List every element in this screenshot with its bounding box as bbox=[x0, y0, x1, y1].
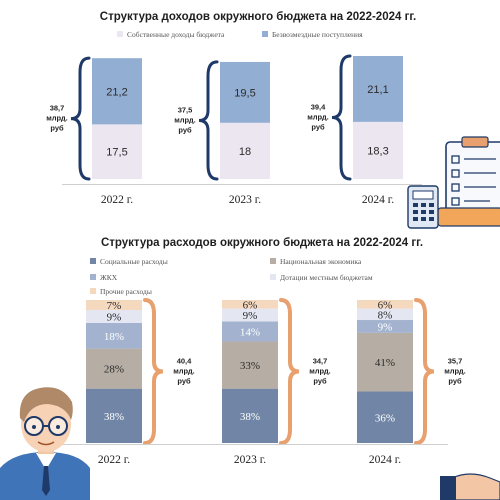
expense-bar-value: 8% bbox=[378, 309, 393, 321]
expense-bar-segment bbox=[86, 310, 142, 323]
income-bar-value: 18 bbox=[239, 146, 251, 158]
expense-total-brace bbox=[143, 298, 164, 445]
expense-bar-segment bbox=[357, 320, 413, 333]
clipboard-icon bbox=[437, 136, 500, 227]
expense-bar-segment bbox=[86, 348, 142, 389]
legend-label: Прочие расходы bbox=[100, 287, 152, 296]
income-x-ticks: 2022 г. 2023 г. 2024 г. bbox=[101, 194, 394, 206]
legend-swatch bbox=[270, 274, 276, 280]
income-bar-segment bbox=[220, 122, 270, 179]
income-total-label: 37,5 млрд. руб bbox=[174, 105, 196, 134]
income-bar-value: 21,1 bbox=[367, 84, 388, 96]
expense-bar-segment bbox=[222, 321, 278, 342]
income-total-brace bbox=[70, 56, 91, 181]
expense-bar-segment bbox=[357, 300, 413, 309]
expense-x-ticks: 2022 г. 2023 г. 2024 г. bbox=[98, 454, 401, 466]
income-x-tick: 2024 г. bbox=[362, 194, 394, 206]
expense-bar-value: 38% bbox=[104, 411, 124, 423]
income-bar-segment bbox=[92, 58, 142, 125]
legend-label: Собственные доходы бюджета bbox=[127, 30, 225, 39]
income-total-label: 39,4 млрд. руб bbox=[307, 103, 329, 132]
expense-bar-value: 36% bbox=[375, 412, 395, 424]
expense-x-tick: 2023 г. bbox=[234, 454, 266, 466]
income-total-label: 38,7 млрд. руб bbox=[46, 104, 68, 133]
expense-x-tick: 2022 г. bbox=[98, 454, 130, 466]
expense-total-label: 35,7 млрд. руб bbox=[444, 357, 466, 386]
expense-bar-segment bbox=[86, 322, 142, 349]
income-bars: 17,5 21,2 18 19,5 18,3 21,1 bbox=[92, 56, 403, 179]
expense-bars: 38%28%18%9%7%38%33%14%9%6%36%41%9%8%6% bbox=[86, 299, 413, 443]
expense-bar-value: 9% bbox=[378, 321, 393, 333]
legend-swatch bbox=[117, 31, 123, 37]
expense-bar-segment bbox=[86, 300, 142, 311]
expense-total-brace bbox=[279, 298, 300, 445]
expense-x-tick: 2024 г. bbox=[369, 454, 401, 466]
expense-bar-value: 9% bbox=[107, 311, 122, 323]
income-bar-segment bbox=[220, 61, 270, 123]
expense-legend: Социальные расходы Национальная экономика… bbox=[90, 257, 373, 296]
legend-swatch bbox=[90, 274, 96, 280]
expense-bar-segment bbox=[357, 391, 413, 443]
income-bar-value: 17,5 bbox=[106, 147, 127, 159]
income-bar-value: 21,2 bbox=[106, 86, 127, 98]
legend-swatch bbox=[270, 258, 276, 264]
expense-bar-segment bbox=[86, 388, 142, 443]
income-totals: 38,7 млрд. руб 37,5 млрд. руб 39,4 млрд. руб bbox=[46, 54, 352, 181]
expense-bar-value: 6% bbox=[378, 299, 393, 311]
expense-totals: 40,4 млрд. руб 34,7 млрд. руб 35,7 млрд. руб bbox=[143, 298, 466, 445]
expense-bar-value: 7% bbox=[107, 300, 122, 312]
expense-total-label: 40,4 млрд. руб bbox=[173, 357, 195, 386]
expense-bar-value: 18% bbox=[104, 331, 124, 343]
income-chart: Структура доходов окружного бюджета на 2… bbox=[46, 11, 422, 206]
income-chart-title: Структура доходов окружного бюджета на 2… bbox=[100, 11, 416, 23]
expense-total-brace bbox=[414, 298, 435, 445]
expense-bar-segment bbox=[222, 308, 278, 322]
hand-illustration bbox=[440, 473, 500, 500]
expense-bar-value: 14% bbox=[240, 326, 260, 338]
expense-bar-segment bbox=[357, 308, 413, 321]
legend-swatch bbox=[262, 31, 268, 37]
expense-chart: Структура расходов окружного бюджета на … bbox=[62, 237, 466, 466]
income-bar-segment bbox=[92, 124, 142, 179]
expense-chart-title: Структура расходов окружного бюджета на … bbox=[101, 237, 423, 249]
legend-label: Дотации местным бюджетам bbox=[280, 273, 373, 282]
legend-label: Социальные расходы bbox=[100, 257, 168, 266]
income-bar-segment bbox=[353, 121, 403, 179]
income-bar-segment bbox=[353, 56, 403, 122]
income-legend: Собственные доходы бюджета Безвозмездные … bbox=[117, 30, 363, 39]
legend-label: Национальная экономика bbox=[280, 257, 362, 266]
legend-label: ЖКХ bbox=[100, 273, 118, 282]
expense-bar-value: 9% bbox=[243, 310, 258, 322]
legend-swatch bbox=[90, 288, 96, 294]
calculator-icon bbox=[407, 185, 439, 229]
expense-bar-segment bbox=[222, 341, 278, 389]
expense-bar-segment bbox=[222, 388, 278, 443]
expense-bar-value: 41% bbox=[375, 357, 395, 369]
expense-bar-value: 38% bbox=[240, 411, 260, 423]
expense-bar-segment bbox=[222, 300, 278, 309]
income-total-brace bbox=[198, 60, 219, 181]
expense-bar-value: 28% bbox=[104, 364, 124, 376]
expense-total-label: 34,7 млрд. руб bbox=[309, 357, 331, 386]
avatar-illustration bbox=[0, 387, 90, 500]
income-bar-value: 19,5 bbox=[234, 87, 255, 99]
legend-swatch bbox=[90, 258, 96, 264]
income-bar-value: 18,3 bbox=[367, 145, 388, 157]
income-x-tick: 2023 г. bbox=[229, 194, 261, 206]
expense-bar-segment bbox=[357, 332, 413, 392]
legend-label: Безвозмездные поступления bbox=[272, 30, 363, 39]
expense-bar-value: 33% bbox=[240, 360, 260, 372]
expense-bar-value: 6% bbox=[243, 299, 258, 311]
income-total-brace bbox=[331, 54, 352, 181]
income-x-tick: 2022 г. bbox=[101, 194, 133, 206]
